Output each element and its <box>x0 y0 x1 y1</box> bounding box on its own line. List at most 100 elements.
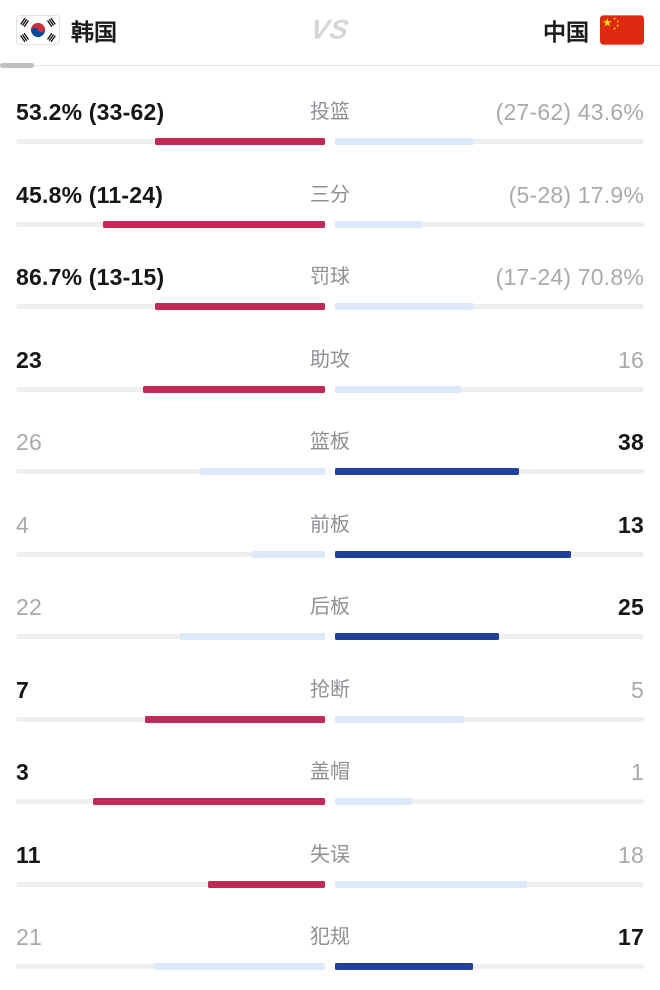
left-bar <box>16 468 325 475</box>
left-value: 26 <box>16 429 42 455</box>
stat-label: 前板 <box>310 513 350 536</box>
stat-row: 45.8% (11-24) 三分 (5-28) 17.9% <box>0 149 660 232</box>
left-value: 23 <box>16 346 42 373</box>
right-bar <box>335 880 644 888</box>
right-bar-fill <box>335 220 422 228</box>
right-bar-track <box>335 139 644 144</box>
stat-row: 26 篮板 38 <box>0 396 660 479</box>
right-bar <box>335 963 644 970</box>
stat-label: 犯规 <box>310 926 350 948</box>
stat-bars <box>16 550 644 558</box>
right-bar <box>335 138 644 145</box>
right-bar <box>335 550 644 558</box>
left-bar <box>16 963 325 970</box>
stat-label: 抢断 <box>310 678 350 701</box>
stat-label: 罚球 <box>310 266 350 288</box>
right-value: 1 <box>631 759 644 785</box>
scroll-indicator[interactable] <box>0 63 34 68</box>
right-value: (5-28) 17.9% <box>508 181 644 208</box>
right-value: 5 <box>631 676 644 703</box>
left-bar <box>16 385 325 393</box>
right-bar <box>335 303 644 310</box>
stat-values: 22 后板 25 <box>16 592 644 622</box>
left-bar <box>16 633 325 640</box>
left-bar-fill <box>155 303 325 310</box>
right-bar <box>335 385 644 393</box>
left-value: 21 <box>16 924 42 950</box>
stat-values: 7 抢断 5 <box>16 675 644 705</box>
team-right-name: 中国 <box>543 18 589 45</box>
right-bar-fill <box>335 963 474 970</box>
left-value: 7 <box>16 676 29 703</box>
right-value: 17 <box>618 924 644 950</box>
left-bar-fill <box>155 138 325 145</box>
right-value: 16 <box>618 346 644 373</box>
stat-bars <box>16 220 644 228</box>
team-right: 中国 <box>543 13 644 47</box>
left-bar-track <box>16 881 325 887</box>
left-value: 53.2% (33-62) <box>16 99 165 125</box>
stat-row: 4 前板 13 <box>0 479 660 562</box>
right-bar-fill <box>335 715 464 723</box>
stat-bars <box>16 385 644 393</box>
left-bar-fill <box>207 880 325 888</box>
stat-row: 3 盖帽 1 <box>0 726 660 809</box>
right-bar-track <box>335 964 644 969</box>
right-bar <box>335 715 644 723</box>
stat-bars <box>16 798 644 805</box>
left-value: 11 <box>16 841 41 868</box>
left-bar <box>16 715 325 723</box>
stat-values: 23 助攻 16 <box>16 345 644 375</box>
right-value: 18 <box>618 841 644 868</box>
stat-label: 篮板 <box>310 431 350 453</box>
header: 韩国 VS 中国 <box>0 0 660 68</box>
right-value: 38 <box>618 429 644 455</box>
stat-row: 7 抢断 5 <box>0 644 660 727</box>
left-bar-fill <box>180 633 325 640</box>
stat-values: 53.2% (33-62) 投篮 (27-62) 43.6% <box>16 97 644 127</box>
left-bar-fill <box>154 963 325 970</box>
left-value: 22 <box>16 594 42 620</box>
stat-bars <box>16 468 644 475</box>
stat-bars <box>16 303 644 310</box>
stat-bars <box>16 633 644 640</box>
stat-label: 助攻 <box>310 348 350 371</box>
right-bar-fill <box>335 880 527 888</box>
left-bar-fill <box>252 550 325 558</box>
right-bar-track <box>335 799 644 804</box>
stat-row: 22 后板 25 <box>0 561 660 644</box>
stat-bars <box>16 963 644 970</box>
right-bar-track <box>335 304 644 309</box>
left-value: 3 <box>16 759 29 785</box>
left-bar <box>16 798 325 805</box>
left-bar-fill <box>102 220 325 228</box>
stat-bars <box>16 138 644 145</box>
left-bar <box>16 550 325 558</box>
right-bar <box>335 798 644 805</box>
left-bar <box>16 220 325 228</box>
left-bar-track <box>16 551 325 557</box>
team-left-name: 韩国 <box>71 18 117 45</box>
stat-row: 23 助攻 16 <box>0 314 660 397</box>
stat-row: 21 犯规 17 <box>0 891 660 974</box>
right-value: (27-62) 43.6% <box>495 99 644 125</box>
stat-values: 21 犯规 17 <box>16 922 644 952</box>
left-bar <box>16 138 325 145</box>
right-bar <box>335 220 644 228</box>
stat-label: 盖帽 <box>310 761 350 783</box>
stat-values: 45.8% (11-24) 三分 (5-28) 17.9% <box>16 180 644 210</box>
right-bar <box>335 633 644 640</box>
stat-bars <box>16 880 644 888</box>
team-left: 韩国 <box>16 13 117 47</box>
stat-values: 11 失误 18 <box>16 840 644 870</box>
right-bar-fill <box>335 385 462 393</box>
right-bar-track <box>335 386 644 392</box>
right-bar-fill <box>335 468 519 475</box>
stat-label: 投篮 <box>310 101 350 123</box>
left-bar-fill <box>93 798 325 805</box>
left-bar-fill <box>144 715 325 723</box>
stats-list: 53.2% (33-62) 投篮 (27-62) 43.6% 45.8% (11… <box>0 66 660 974</box>
stat-label: 后板 <box>310 596 350 618</box>
right-bar-fill <box>335 138 475 145</box>
left-bar-track <box>16 469 325 474</box>
